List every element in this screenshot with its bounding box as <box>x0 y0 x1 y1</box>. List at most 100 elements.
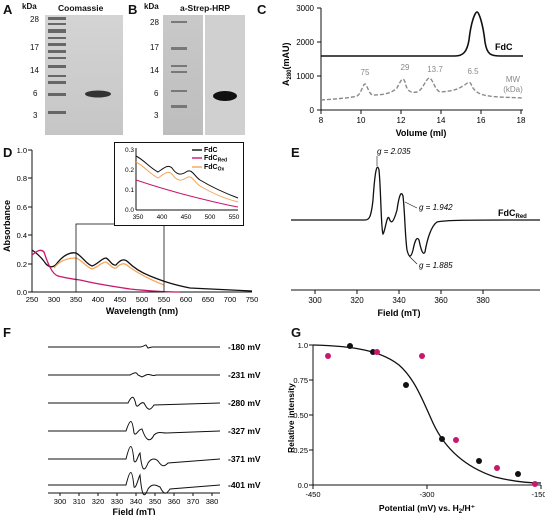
f-trace-327 <box>48 421 221 441</box>
d-xtick-500: 500 <box>136 295 149 304</box>
e-trace-label: FdCRed <box>498 208 527 220</box>
g-point-magenta-6 <box>532 481 538 487</box>
d-legend: FdC FdCRed FdCOx <box>192 147 227 173</box>
d-ytick-0-4: 0.4 <box>17 231 27 240</box>
c-mw-trace <box>320 77 524 101</box>
f-xtick-350: 350 <box>149 497 162 506</box>
d-ytick-0-6: 0.6 <box>17 203 27 212</box>
f-xtick-370: 370 <box>187 497 200 506</box>
d-inset-xtick-400: 400 <box>157 214 168 221</box>
fdc-band-coomassie <box>85 90 111 98</box>
c-xtick-10: 10 <box>357 116 366 125</box>
d-xtick-300: 300 <box>48 295 61 304</box>
f-trace-231 <box>48 372 220 378</box>
panel-c-chart: 0 1000 2000 3000 8 10 12 14 16 18 Volume… <box>281 4 526 138</box>
c-ylabel: A280(mAU) <box>281 42 293 86</box>
c-mw-peak-13-7: 13.7 <box>427 65 443 74</box>
panel-label-c: C <box>257 2 267 17</box>
panel-f-chart: 300 310 320 330 340 350 360 370 380 Fiel… <box>48 342 261 515</box>
gel-a-marker-6: 6 <box>33 89 38 98</box>
c-xtick-8: 8 <box>319 116 324 125</box>
c-xtick-16: 16 <box>477 116 486 125</box>
e-xtick-300: 300 <box>308 296 322 305</box>
strep-blot-ladder-bands <box>171 21 187 108</box>
f-xtick-340: 340 <box>130 497 143 506</box>
g-ytick-0-25: 0.25 <box>293 446 308 455</box>
e-xtick-380: 380 <box>476 296 490 305</box>
c-xtick-12: 12 <box>397 116 406 125</box>
g-xtick-450: -450 <box>305 490 320 499</box>
d-inset-ytick-0-1: 0.1 <box>125 187 134 194</box>
c-mw-peak-6-5: 6.5 <box>467 67 479 76</box>
d-legend-fdc: FdC <box>204 147 218 154</box>
panel-label-f: F <box>3 325 11 340</box>
d-xtick-750: 750 <box>246 295 259 304</box>
f-trace-180 <box>48 344 220 349</box>
g-point-black-327 <box>403 382 409 388</box>
d-fdc-red-trace <box>31 249 181 293</box>
g-ytick-0-75: 0.75 <box>293 376 308 385</box>
d-xtick-700: 700 <box>224 295 237 304</box>
f-label-231: -231 mV <box>228 370 261 380</box>
c-ytick-0: 0 <box>310 106 315 115</box>
strep-blot-ladder <box>163 15 203 135</box>
coomassie-gel-image <box>45 15 123 135</box>
e-xtick-340: 340 <box>392 296 406 305</box>
d-inset-xtick-550: 550 <box>229 214 240 221</box>
gel-b-marker-17: 17 <box>150 43 159 52</box>
f-xtick-300: 300 <box>54 497 67 506</box>
f-trace-401 <box>48 472 221 496</box>
g-ytick-0-5: 0.50 <box>293 411 308 420</box>
d-xtick-450: 450 <box>114 295 127 304</box>
g-point-black-280 <box>439 436 445 442</box>
g-point-magenta-3 <box>419 353 425 359</box>
gel-a-kda-label: kDa <box>22 2 37 11</box>
g-ytick-0: 0.0 <box>298 481 308 490</box>
c-mw-label-1: MW <box>506 75 521 84</box>
c-xlabel: Volume (ml) <box>396 128 447 138</box>
panel-g-chart: 0.0 0.25 0.50 0.75 1.0 -450 -300 -150 Re… <box>286 341 545 515</box>
gel-a-marker-14: 14 <box>30 66 39 75</box>
e-g1: g = 2.035 <box>377 147 411 156</box>
c-mw-label-2: (kDa) <box>503 85 523 94</box>
gel-b-marker-3: 3 <box>154 111 159 120</box>
panel-label-b: B <box>128 2 138 17</box>
g-point-black-231 <box>476 458 482 464</box>
panel-label-g: G <box>291 325 302 340</box>
f-label-180: -180 mV <box>228 342 261 352</box>
f-xtick-320: 320 <box>92 497 105 506</box>
panel-d-inset: 0.0 0.1 0.2 0.3 350 400 450 500 550 FdC … <box>114 142 244 226</box>
d-xtick-400: 400 <box>92 295 105 304</box>
gel-a-marker-17: 17 <box>30 43 39 52</box>
coomassie-gel-bands <box>48 17 111 114</box>
gel-b-marker-28: 28 <box>150 18 159 27</box>
g-point-magenta-4 <box>453 437 459 443</box>
g-fit-curve <box>312 344 542 484</box>
g-point-magenta-2 <box>374 349 380 355</box>
c-ytick-2000: 2000 <box>296 38 314 47</box>
panel-label-e: E <box>291 145 300 160</box>
d-inset-ytick-0-3: 0.3 <box>125 147 134 154</box>
c-mw-peak-75: 75 <box>361 68 370 77</box>
g-point-black-401 <box>347 343 353 349</box>
e-xlabel: Field (mT) <box>378 308 421 318</box>
d-legend-fdc-red: FdCRed <box>204 155 227 164</box>
gel-b-kda-label: kDa <box>144 2 159 11</box>
d-inset-ytick-0-2: 0.2 <box>125 167 134 174</box>
e-g2: g = 1.942 <box>419 203 453 212</box>
d-xtick-550: 550 <box>158 295 171 304</box>
f-label-371: -371 mV <box>228 454 261 464</box>
d-fdc-trace <box>31 249 253 292</box>
e-xtick-320: 320 <box>350 296 364 305</box>
g-xtick-150: -150 <box>531 490 545 499</box>
d-ytick-0-2: 0.2 <box>17 260 27 269</box>
gel-b-marker-6: 6 <box>154 89 159 98</box>
d-xlabel: Wavelength (nm) <box>106 306 178 316</box>
d-ylabel: Absorbance <box>2 200 12 252</box>
c-mw-peak-29: 29 <box>401 63 410 72</box>
d-ytick-0-8: 0.8 <box>17 174 27 183</box>
d-inset-xtick-500: 500 <box>205 214 216 221</box>
d-xtick-350: 350 <box>70 295 83 304</box>
g-xlabel: Potential (mV) vs. H2/H⁺ <box>379 503 475 515</box>
f-xtick-310: 310 <box>73 497 86 506</box>
